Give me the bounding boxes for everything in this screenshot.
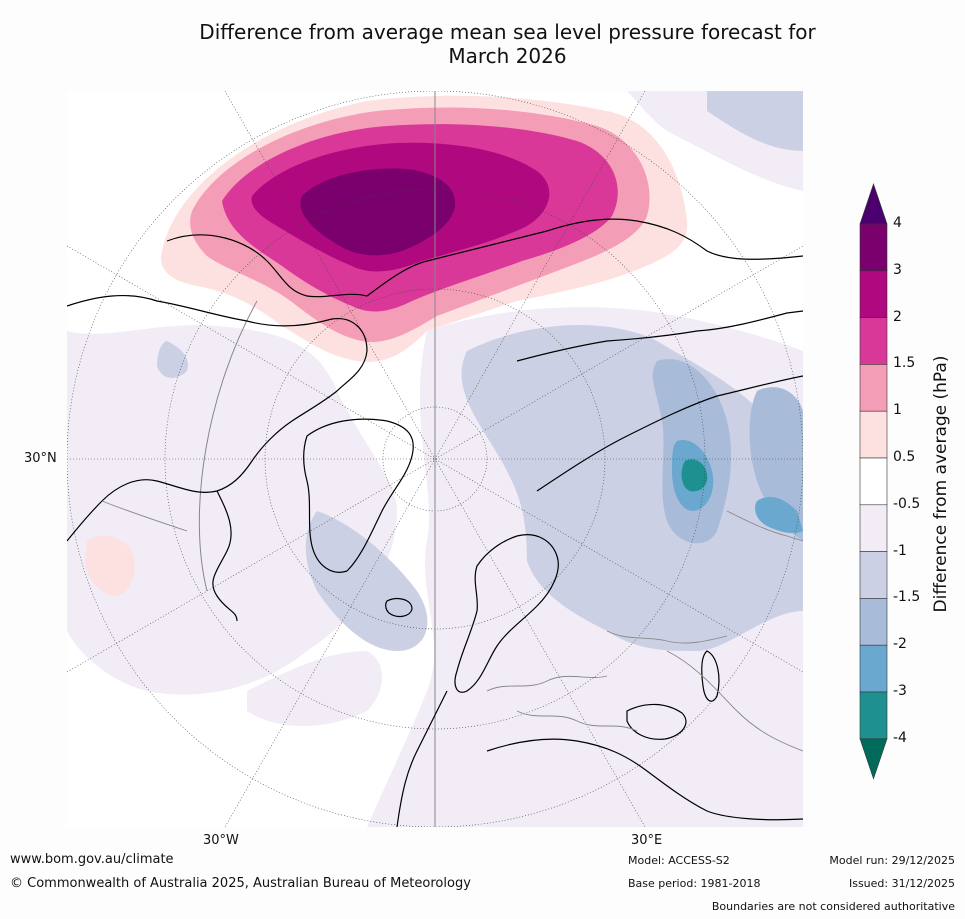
colorbar-segment <box>859 223 888 272</box>
coast-hudson-bay <box>212 490 238 622</box>
coast-siberia-north <box>516 310 803 362</box>
colorbar-segment <box>859 270 888 318</box>
coast-north-america <box>67 294 368 542</box>
coast-black-sea <box>626 703 687 740</box>
model-text: Model: ACCESS-S2 <box>628 854 730 867</box>
colorbar-segment <box>859 598 888 646</box>
coast-caspian <box>701 650 720 702</box>
coast-far-east <box>546 218 803 260</box>
longitude-label-30e: 30°E <box>631 833 663 848</box>
longitude-label-30w: 30°W <box>203 833 239 848</box>
colorbar-tick-label: 2 <box>893 308 902 325</box>
political-boundaries <box>101 500 803 752</box>
coast-bering <box>366 230 548 297</box>
anomaly-minus3-area <box>681 459 708 492</box>
boundary-europe-1 <box>486 675 608 692</box>
coastlines <box>67 218 803 827</box>
boundary-russia-1 <box>606 630 728 644</box>
website-link[interactable]: www.bom.gov.au/climate <box>10 852 174 867</box>
anomaly-minus1-area-north <box>707 91 803 151</box>
colorbar-segment <box>859 410 888 459</box>
polar-map <box>67 91 803 827</box>
anomaly-minus05-area-atlantic <box>67 325 397 695</box>
latitude-label-30n: 30°N <box>24 451 57 466</box>
colorbar-tick-label: -2 <box>893 636 907 653</box>
colorbar-segment <box>859 364 888 412</box>
title-line-2: March 2026 <box>448 44 567 68</box>
anomaly-minus2-area-east <box>755 496 803 534</box>
copyright-text: © Commonwealth of Australia 2025, Austra… <box>10 876 471 891</box>
colorbar-tick-label: -1 <box>893 542 907 559</box>
boundary-europe-2 <box>516 710 638 732</box>
model-run-text: Model run: 29/12/2025 <box>829 854 955 867</box>
boundary-central-asia <box>666 650 803 752</box>
boundary-mongolia <box>726 510 803 542</box>
coast-scandinavia <box>454 534 559 693</box>
disclaimer-text: Boundaries are not considered authoritat… <box>711 900 955 913</box>
colorbar-segment <box>859 504 888 552</box>
colorbar-tick-label: 0.5 <box>893 449 916 465</box>
base-period-text: Base period: 1981-2018 <box>628 877 761 890</box>
colorbar-tick-label: 1 <box>893 402 902 419</box>
colorbar-segment <box>859 644 888 693</box>
coast-europe-west <box>396 690 448 827</box>
colorbar-tick-label: -0.5 <box>893 495 921 512</box>
colorbar-tick-label: 1.5 <box>893 355 916 372</box>
coast-greenland <box>303 418 414 573</box>
anomaly-plus3-area <box>300 168 456 256</box>
meridian-60e <box>67 245 803 673</box>
chart-title: Difference from average mean sea level p… <box>120 20 895 68</box>
colorbar-tick-label: -1.5 <box>893 589 921 606</box>
meridian-arc <box>198 300 258 592</box>
colorbar-segment <box>859 551 888 599</box>
colorbar-title: Difference from average (hPa) <box>931 355 951 613</box>
title-line-1: Difference from average mean sea level p… <box>199 20 816 44</box>
issued-text: Issued: 31/12/2025 <box>848 877 955 890</box>
anomaly-minus05-area-south <box>247 651 382 726</box>
colorbar-extend-top <box>859 183 888 225</box>
colorbar-tick-label: -4 <box>893 729 907 746</box>
colorbar-tick-label: 3 <box>893 261 902 278</box>
meridian-60w <box>67 245 803 673</box>
colorbar-segment <box>859 457 888 506</box>
anomaly-minus15-area-east <box>749 387 803 541</box>
coast-iceland <box>385 598 413 618</box>
coast-mediterranean <box>486 738 803 821</box>
colorbar-tick-label: 4 <box>893 215 902 231</box>
boundary-canada-us <box>101 500 188 532</box>
colorbar-extend-bottom <box>859 738 888 780</box>
coast-alaska <box>166 234 368 298</box>
colorbar-segment <box>859 317 888 365</box>
colorbar-tick-label: -3 <box>893 683 907 699</box>
coast-siberia <box>536 375 803 492</box>
colorbar-segment <box>859 691 888 740</box>
anomaly-plus05-area-pacific <box>85 535 135 596</box>
